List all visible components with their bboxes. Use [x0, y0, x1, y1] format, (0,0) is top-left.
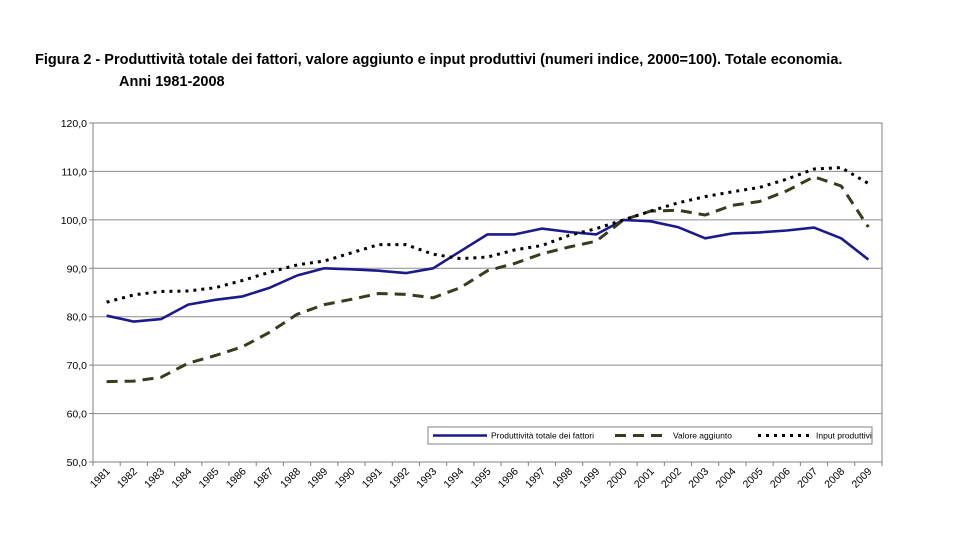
x-tick-label: 2004	[713, 466, 738, 491]
x-tick-label: 1997	[523, 466, 548, 491]
y-tick-label: 120,0	[61, 118, 87, 130]
x-tick-label: 1998	[550, 466, 575, 491]
x-tick-label: 1994	[441, 466, 466, 491]
y-tick-label: 70,0	[67, 360, 88, 372]
x-tick-label: 2002	[659, 466, 684, 491]
y-axis: 50,0 60,0 70,0 80,0 90,0 100,0 110,0 120,0	[61, 118, 93, 469]
legend-label-2: Valore aggiunto	[673, 431, 732, 441]
series-line-1	[106, 218, 870, 323]
series-line-3	[106, 166, 870, 304]
x-tick-label: 1989	[305, 466, 330, 491]
y-tick-label: 100,0	[61, 215, 87, 227]
x-axis: 1981 1982 1983 1984 1985 1986 1987 1988 1989 1990…	[88, 462, 883, 491]
y-tick-label: 60,0	[67, 409, 88, 421]
plot-area	[92, 122, 883, 463]
x-tick-label: 1983	[142, 466, 167, 491]
x-tick-label: 1991	[360, 466, 385, 491]
x-tick-label: 2000	[605, 466, 630, 491]
x-tick-label: 2007	[795, 466, 820, 491]
chart-title-line-2: Anni 1981-2008	[119, 74, 225, 90]
y-tick-label: 50,0	[67, 457, 88, 469]
y-tick-label: 80,0	[67, 312, 88, 324]
x-tick-label: 1999	[577, 466, 602, 491]
x-tick-label: 2009	[850, 466, 875, 491]
x-tick-label: 2001	[632, 466, 657, 491]
x-tick-label: 1985	[197, 466, 222, 491]
x-tick-label: 2006	[768, 466, 793, 491]
x-tick-label: 1981	[88, 466, 113, 491]
legend-label-3: Input produttivi	[816, 431, 872, 441]
legend-label-1: Produttività totale dei fattori	[491, 431, 594, 441]
x-tick-label: 1982	[115, 466, 140, 491]
x-tick-label: 1995	[469, 466, 494, 491]
series-line-2	[106, 175, 870, 384]
x-tick-label: 2005	[741, 466, 766, 491]
x-tick-label: 2008	[822, 466, 847, 491]
y-tick-label: 110,0	[62, 166, 88, 178]
x-tick-label: 1987	[251, 466, 276, 491]
x-tick-label: 1996	[496, 466, 521, 491]
x-tick-label: 1992	[387, 466, 412, 491]
gridlines	[93, 170, 882, 415]
series-lines	[106, 166, 870, 384]
x-tick-label: 1988	[278, 466, 303, 491]
x-tick-label: 1984	[169, 466, 194, 491]
x-tick-label: 1990	[333, 466, 358, 491]
legend: Produttività totale dei fattori Valore ag…	[427, 426, 873, 445]
x-tick-label: 1986	[224, 466, 249, 491]
chart-title-line-1: Figura 2 - Produttività totale dei fatto…	[35, 52, 843, 68]
x-tick-label: 2003	[686, 466, 711, 491]
y-tick-label: 90,0	[67, 263, 88, 275]
x-tick-label: 1993	[414, 466, 439, 491]
legend-box	[427, 426, 873, 445]
